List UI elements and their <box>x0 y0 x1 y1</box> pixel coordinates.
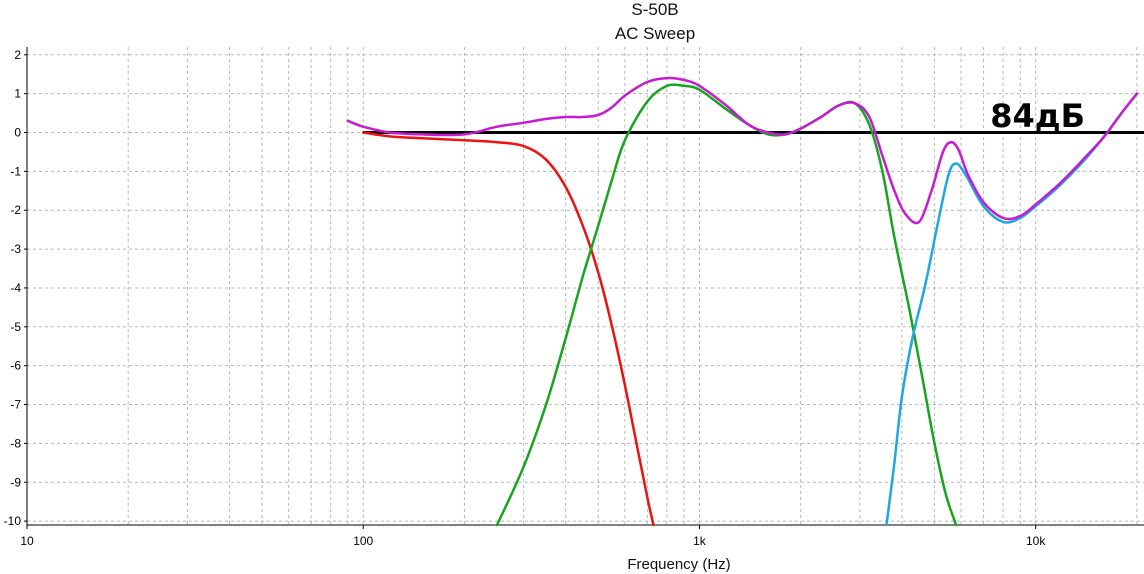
plot-area: 84дБ <box>346 76 1144 527</box>
x-axis-ticks: 10 100 1k 10k <box>20 525 1046 548</box>
annotation-84db: 84дБ <box>990 97 1085 135</box>
y-tick-label: -1 <box>10 164 21 178</box>
series-line-tweeter <box>885 92 1139 527</box>
chart-subtitle: AC Sweep <box>615 24 695 43</box>
x-axis-label: Frequency (Hz) <box>627 556 730 573</box>
y-tick-label: -6 <box>10 359 21 373</box>
y-tick-label: 2 <box>14 48 21 62</box>
y-tick-label: -8 <box>10 436 21 450</box>
y-tick-label: 1 <box>14 87 21 101</box>
y-tick-label: -3 <box>10 242 21 256</box>
y-tick-label: -7 <box>10 398 21 412</box>
y-tick-label: -2 <box>10 203 21 217</box>
x-tick-label: 1k <box>693 534 707 548</box>
y-tick-label: -9 <box>10 475 21 489</box>
chart-title: S-50B <box>631 0 678 19</box>
y-tick-label: -4 <box>10 281 21 295</box>
y-tick-label: -10 <box>4 514 22 528</box>
x-tick-label: 100 <box>353 534 373 548</box>
y-tick-label: 0 <box>14 125 21 139</box>
series-line-total <box>346 76 1139 225</box>
x-tick-label: 10k <box>1026 534 1046 548</box>
grid-lines <box>26 47 1144 526</box>
x-tick-label: 10 <box>20 534 34 548</box>
y-axis-ticks: 2 1 0 -1 -2 -3 -4 -5 -6 -7 -8 -9 -10 <box>4 48 27 528</box>
y-tick-label: -5 <box>10 320 21 334</box>
series-line-woofer <box>361 131 655 527</box>
